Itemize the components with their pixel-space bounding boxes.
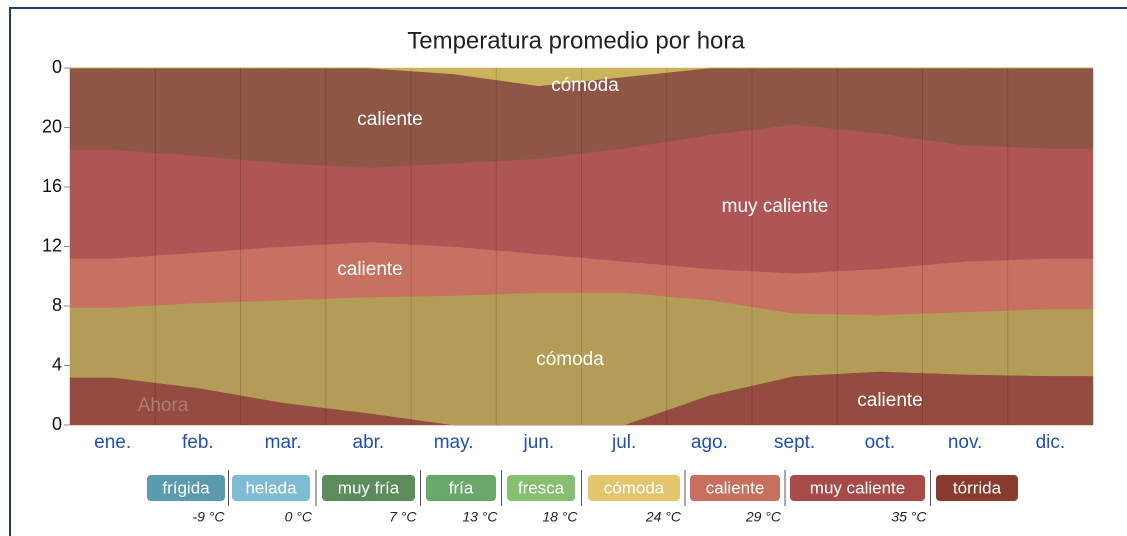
region-label: cómoda <box>551 75 619 96</box>
region-label: caliente <box>337 259 403 280</box>
legend-swatch <box>147 475 225 501</box>
x-tick-label: oct. <box>865 432 896 453</box>
now-label: Ahora <box>138 395 189 416</box>
threshold-label: 0 °C <box>285 509 313 525</box>
x-tick-label: mar. <box>265 432 302 453</box>
legend-swatch <box>322 475 415 501</box>
threshold-label: 35 °C <box>891 509 927 525</box>
y-tick-label: 16 <box>42 176 62 196</box>
legend-swatch <box>588 475 680 501</box>
legend-label: frígida <box>162 478 210 497</box>
chart-title: Temperatura promedio por hora <box>407 27 745 54</box>
legend-label: muy fría <box>338 478 400 497</box>
x-tick-label: ene. <box>94 432 131 453</box>
x-tick-label: ago. <box>691 432 728 453</box>
y-tick-label: 12 <box>42 235 62 255</box>
legend-swatch <box>507 475 575 501</box>
x-tick-label: jun. <box>523 432 555 453</box>
threshold-label: 24 °C <box>645 509 682 525</box>
x-tick-label: may. <box>434 432 474 453</box>
threshold-label: 7 °C <box>389 509 417 525</box>
x-tick-label: dic. <box>1036 432 1066 453</box>
threshold-label: 29 °C <box>745 509 782 525</box>
x-tick-label: feb. <box>182 432 214 453</box>
threshold-label: 13 °C <box>462 509 498 525</box>
legend-label: caliente <box>706 478 765 497</box>
y-tick-label: 8 <box>52 295 62 315</box>
y-tick-label: 0 <box>52 414 62 434</box>
legend-label: cómoda <box>604 478 665 497</box>
legend-swatch <box>690 475 780 501</box>
x-tick-label: sept. <box>774 432 815 453</box>
region-label: caliente <box>357 109 423 130</box>
region-label: cómoda <box>536 349 604 370</box>
legend-swatch <box>232 475 310 501</box>
threshold-label: -9 °C <box>192 509 225 525</box>
region-label: caliente <box>857 390 923 411</box>
legend-label: fría <box>449 478 474 497</box>
legend-label: muy caliente <box>810 478 905 497</box>
band-area <box>70 67 1093 87</box>
legend-swatch <box>936 475 1018 501</box>
x-tick-label: abr. <box>353 432 385 453</box>
legend-swatch <box>790 475 925 501</box>
x-tick-label: jul. <box>611 432 636 453</box>
threshold-label: 18 °C <box>542 509 578 525</box>
legend-label: helada <box>245 478 297 497</box>
y-tick-label: 0 <box>52 57 62 77</box>
frame <box>9 7 1127 536</box>
legend-swatch <box>426 475 496 501</box>
legend-label: tórrida <box>953 478 1002 497</box>
region-label: muy caliente <box>722 196 829 217</box>
x-tick-label: nov. <box>948 432 983 453</box>
y-tick-label: 20 <box>42 116 62 136</box>
y-tick-label: 4 <box>52 354 62 374</box>
legend-label: fresca <box>518 478 565 497</box>
